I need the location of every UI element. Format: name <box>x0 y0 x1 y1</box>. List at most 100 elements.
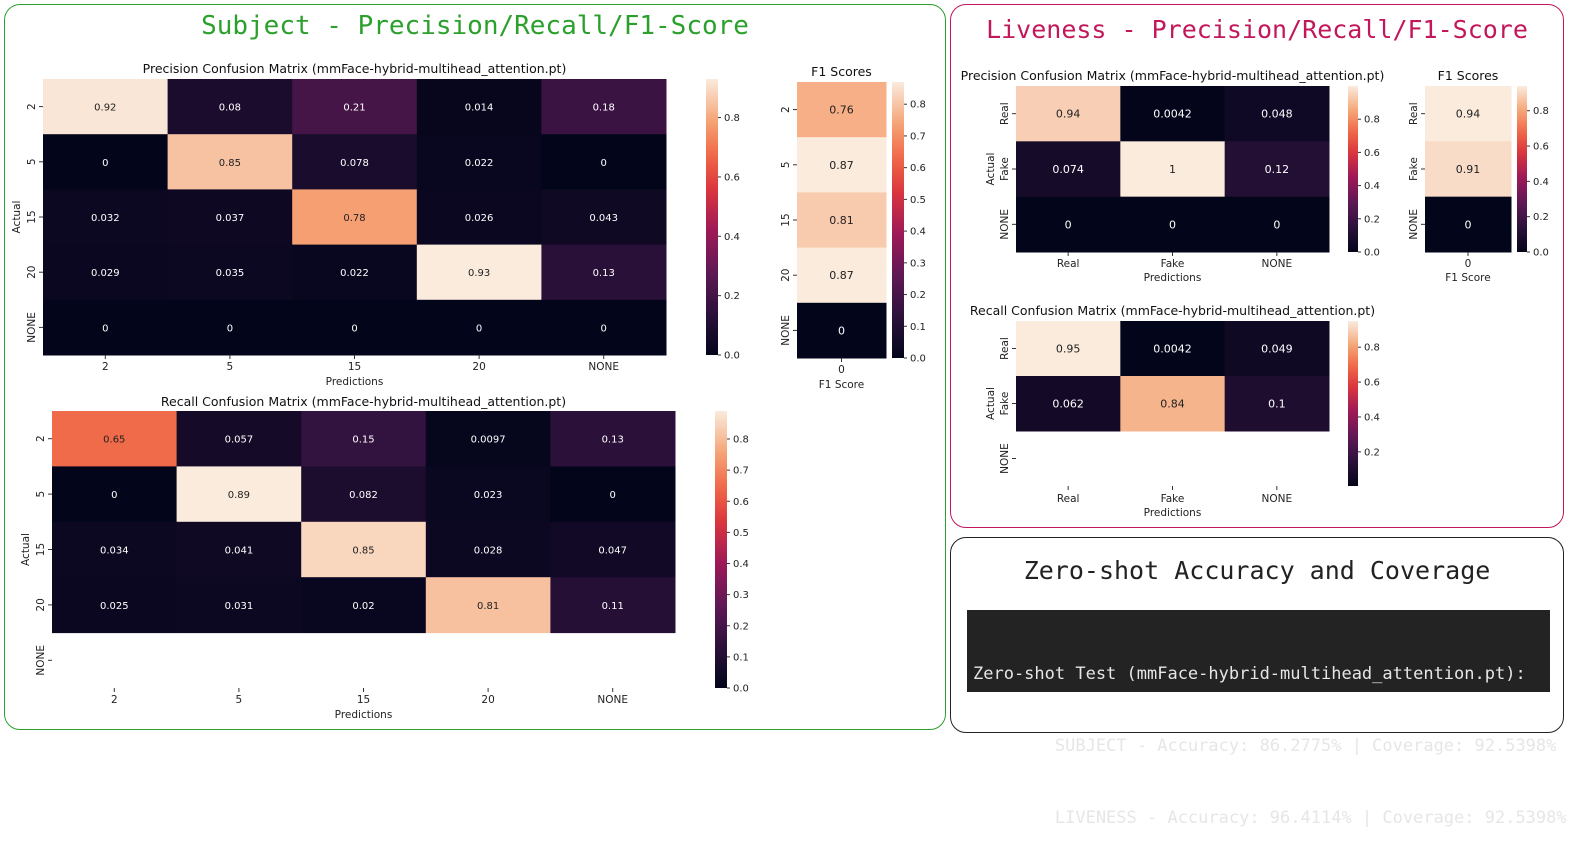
x-tick-label: NONE <box>1262 493 1293 505</box>
colorbar-tick-label: 0.2 <box>910 290 926 301</box>
cell-value-label: 0.057 <box>225 435 254 446</box>
heatmap-cell <box>1224 196 1330 253</box>
cell-value-label: 0.18 <box>593 103 615 114</box>
cell-value-label: 0.85 <box>352 546 374 557</box>
cell-value-label: 0.034 <box>100 546 129 557</box>
cell-value-label: 0 <box>610 490 616 501</box>
heatmap-cell <box>1120 86 1226 142</box>
colorbar-tick-label: 0.3 <box>910 258 926 269</box>
cell-value-label: 0.11 <box>602 601 624 612</box>
cell-value-label: 0 <box>102 158 108 169</box>
cell-value-label: 0.023 <box>474 490 503 501</box>
cell-value-label: 0.022 <box>340 268 369 279</box>
heatmap-cell <box>797 192 887 249</box>
heatmap-cell <box>797 82 887 138</box>
cell-value-label: 1 <box>1169 163 1176 176</box>
cell-value-label: 0.022 <box>465 158 494 169</box>
chart-title: F1 Scores <box>1438 68 1499 83</box>
x-tick-label: 2 <box>111 694 118 706</box>
colorbar-tick-label: 0.1 <box>910 322 926 333</box>
cell-value-label: 0.15 <box>352 435 374 446</box>
cell-value-label: 0.078 <box>340 158 369 169</box>
chart-title: Recall Confusion Matrix (mmFace-hybrid-m… <box>161 394 566 409</box>
y-tick-label: Fake <box>999 157 1011 181</box>
subject-panel: Subject - Precision/Recall/F1-Score <box>4 4 946 730</box>
x-axis-label: F1 Score <box>819 379 864 391</box>
cell-value-label: 0.78 <box>343 213 365 224</box>
heatmap-cell <box>541 79 667 135</box>
heatmap-charts: Precision Confusion Matrix (mmFace-hybri… <box>11 61 1549 721</box>
x-tick-label: NONE <box>597 694 628 706</box>
cell-value-label: 0.082 <box>349 490 378 501</box>
heatmap-cell <box>541 189 667 246</box>
cell-value-label: 0.89 <box>228 490 250 501</box>
heatmap-cell <box>1120 196 1226 253</box>
x-tick-label: 2 <box>102 361 109 373</box>
heatmap-cell <box>550 521 676 578</box>
cell-value-label: 0.049 <box>1261 343 1293 356</box>
cell-value-label: 0.0042 <box>1153 108 1192 121</box>
heatmap-cell <box>167 134 293 190</box>
heatmap-cell <box>1120 141 1226 198</box>
heatmap-cell <box>550 577 676 634</box>
cell-value-label: 0 <box>601 158 607 169</box>
heatmap-cell <box>1016 321 1121 377</box>
heatmap-cell <box>301 411 427 467</box>
cell-value-label: 0.014 <box>465 103 494 114</box>
heatmap-cell <box>301 521 427 578</box>
cell-value-label: 0.65 <box>103 435 125 446</box>
heatmap-cell <box>176 466 302 523</box>
cell-value-label: 0 <box>227 323 233 334</box>
x-tick-label: 15 <box>348 361 361 373</box>
heatmap-cell <box>52 466 178 523</box>
heatmap-cell <box>43 299 169 356</box>
heatmap-cell <box>1224 141 1330 198</box>
colorbar-tick-label: 0.5 <box>733 528 749 539</box>
y-tick-label: 2 <box>26 103 38 110</box>
cell-value-label: 0.1 <box>1268 398 1286 411</box>
heatmap-cell <box>416 189 542 246</box>
heatmap-cell <box>797 137 887 193</box>
y-tick-label: Real <box>999 102 1011 125</box>
heatmap-cell <box>292 79 418 135</box>
x-axis-label: Predictions <box>1144 507 1202 519</box>
heatmap-cell <box>1016 196 1121 253</box>
heatmap-cell <box>167 299 293 356</box>
cell-value-label: 0 <box>601 323 607 334</box>
heatmap-cell <box>541 244 667 301</box>
cell-value-label: 0.062 <box>1052 398 1084 411</box>
y-tick-label: 5 <box>780 161 792 168</box>
colorbar-tick-label: 0.6 <box>1364 148 1380 159</box>
colorbar-tick-label: 0.8 <box>1533 106 1549 117</box>
y-tick-label: NONE <box>780 315 792 346</box>
x-axis-label: Predictions <box>326 376 384 388</box>
cell-value-label: 0.028 <box>474 546 503 557</box>
y-axis-label: Actual <box>985 153 997 186</box>
y-tick-label: NONE <box>999 443 1011 474</box>
y-tick-label: NONE <box>35 645 47 676</box>
heatmap-cell <box>541 134 667 190</box>
cell-value-label: 0.13 <box>602 435 624 446</box>
cell-value-label: 0.84 <box>1160 398 1185 411</box>
heatmap-cell <box>1224 376 1330 432</box>
heatmap-cell <box>1120 321 1226 377</box>
colorbar-tick-label: 0.0 <box>1533 248 1549 259</box>
colorbar-tick-label: 0.2 <box>1533 212 1549 223</box>
colorbar-tick-label: 0.4 <box>724 232 740 243</box>
cell-value-label: 0.13 <box>593 268 615 279</box>
y-tick-label: Fake <box>999 392 1011 416</box>
cell-value-label: 0.026 <box>465 213 494 224</box>
heatmap-cell <box>797 302 887 359</box>
cell-value-label: 0.041 <box>225 546 254 557</box>
heatmap-cell <box>176 521 302 578</box>
cell-value-label: 0 <box>102 323 108 334</box>
y-axis-label: Actual <box>985 387 997 420</box>
x-tick-label: Fake <box>1161 493 1185 505</box>
heatmap-cell <box>1016 376 1121 432</box>
x-axis-label: F1 Score <box>1445 272 1490 284</box>
x-axis-label: Predictions <box>335 709 393 721</box>
cell-value-label: 0 <box>111 490 117 501</box>
y-tick-label: Fake <box>1408 157 1420 181</box>
cell-value-label: 0.87 <box>829 159 854 172</box>
y-axis-label: Actual <box>20 533 32 566</box>
